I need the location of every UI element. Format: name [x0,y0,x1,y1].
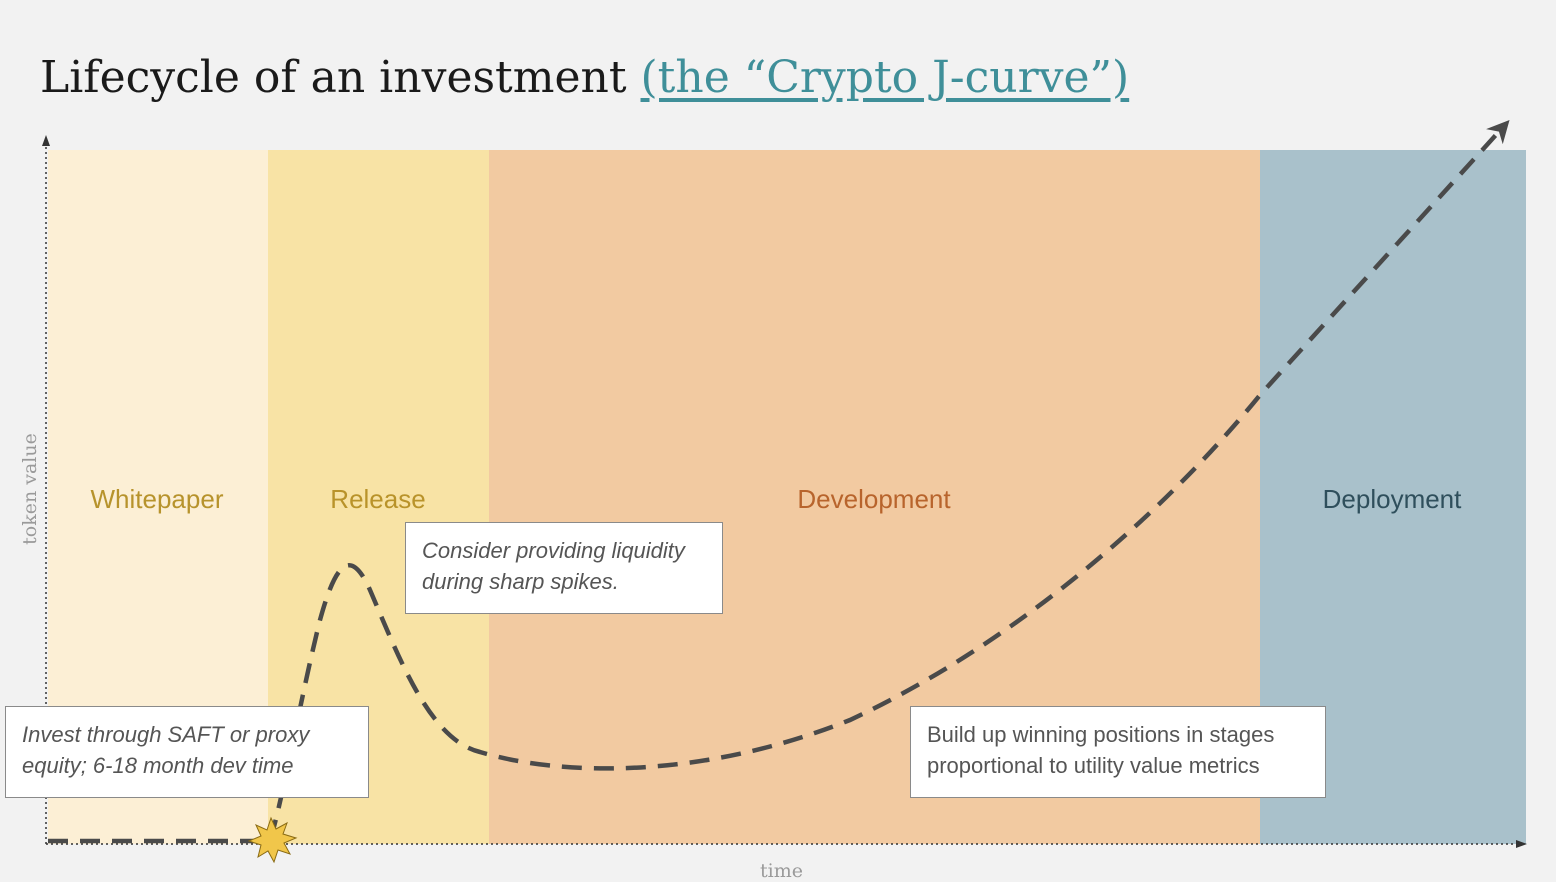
title-link[interactable]: (the “Crypto J-curve”) [640,52,1130,103]
note-build: Build up winning positions in stages pro… [910,706,1326,798]
note-liquidity: Consider providing liquidity during shar… [405,522,723,614]
x-axis-arrow-icon [1516,840,1527,848]
phase-label-release: Release [330,484,426,514]
title-main: Lifecycle of an investment [40,52,641,103]
note-invest: Invest through SAFT or proxy equity; 6-1… [5,706,369,798]
x-axis-label: time [760,860,803,882]
phase-label-whitepaper: Whitepaper [90,484,224,514]
y-axis-label: token value [18,433,41,545]
y-axis-arrow-icon [42,135,50,146]
phase-label-deployment: Deployment [1322,484,1462,514]
starburst-icon [247,816,298,864]
j-curve-line [48,120,1510,844]
page-title: Lifecycle of an investment (the “Crypto … [40,52,1129,103]
phase-label-development: Development [797,484,951,514]
